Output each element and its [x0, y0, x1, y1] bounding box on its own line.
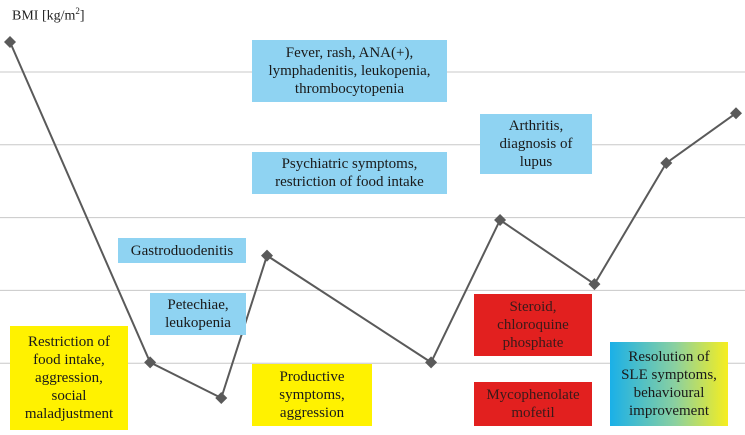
- annotation-fever: Fever, rash, ANA(+), lymphadenitis, leuk…: [252, 40, 447, 102]
- annotation-productive: Productive symptoms, aggression: [252, 364, 372, 426]
- annotation-mycophenolate: Mycophenolate mofetil: [474, 382, 592, 426]
- annotation-arthritis: Arthritis, diagnosis of lupus: [480, 114, 592, 174]
- annotation-petechiae: Petechiae, leukopenia: [150, 293, 246, 335]
- annotation-steroid: Steroid, chloroquine phosphate: [474, 294, 592, 356]
- data-point-marker: [730, 107, 742, 120]
- data-point-marker: [425, 356, 438, 369]
- data-point-marker: [144, 356, 157, 369]
- data-point-marker: [588, 278, 601, 291]
- annotation-psychiatric: Psychiatric symptoms, restriction of foo…: [252, 152, 447, 194]
- data-point-marker: [4, 36, 16, 48]
- y-axis-label: BMI [kg/m2]: [12, 6, 85, 24]
- annotation-restriction: Restriction of food intake, aggression, …: [10, 326, 128, 430]
- data-point-marker: [215, 392, 228, 404]
- annotation-resolution: Resolution of SLE symptoms, behavioural …: [610, 342, 728, 426]
- data-point-marker: [261, 249, 274, 262]
- annotation-gastroduodenitis: Gastroduodenitis: [118, 238, 246, 263]
- data-point-marker: [660, 157, 673, 170]
- bmi-series: [4, 36, 742, 404]
- data-point-marker: [494, 214, 507, 226]
